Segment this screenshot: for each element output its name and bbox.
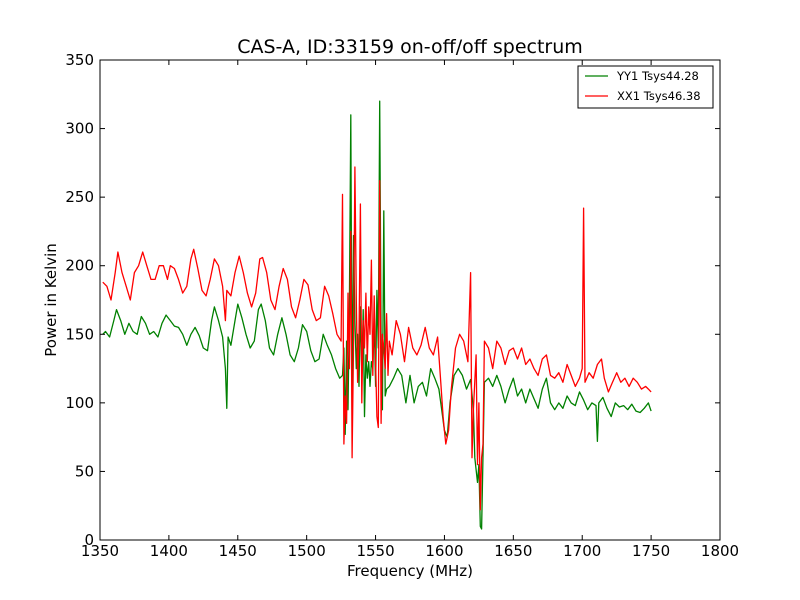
x-tick-label: 1400 <box>150 542 188 560</box>
y-tick-label: 0 <box>84 531 94 549</box>
legend-label-yy1: YY1 Tsys44.28 <box>616 69 699 83</box>
y-tick-label: 300 <box>65 120 94 138</box>
y-tick-label: 350 <box>65 51 94 69</box>
series-lines <box>102 100 652 530</box>
y-tick-label: 150 <box>65 325 94 343</box>
y-tick-label: 50 <box>75 462 94 480</box>
x-tick-label: 1500 <box>288 542 326 560</box>
x-tick-label: 1550 <box>356 542 394 560</box>
x-tick-label: 1600 <box>425 542 463 560</box>
series-line-xx1 <box>102 166 652 511</box>
chart-title: CAS-A, ID:33159 on-off/off spectrum <box>237 36 583 58</box>
x-axis-label: Frequency (MHz) <box>347 562 473 580</box>
x-axis-ticks: 1350 1400 1450 1500 1550 1600 1650 1700 1750 1800 <box>81 60 739 560</box>
y-tick-label: 250 <box>65 188 94 206</box>
y-axis-label: Power in Kelvin <box>42 243 60 357</box>
legend-box <box>577 65 714 109</box>
x-tick-label: 1350 <box>81 542 119 560</box>
series-line-yy1 <box>102 100 652 530</box>
legend-label-xx1: XX1 Tsys46.38 <box>617 89 701 103</box>
x-tick-label: 1450 <box>219 542 257 560</box>
y-axis-ticks: 0 50 100 150 200 250 300 350 <box>65 51 720 549</box>
plot-frame <box>99 59 721 541</box>
x-tick-label: 1700 <box>563 542 601 560</box>
y-tick-label: 200 <box>65 257 94 275</box>
x-tick-label: 1650 <box>494 542 532 560</box>
y-tick-label: 100 <box>65 394 94 412</box>
x-tick-label: 1800 <box>701 542 739 560</box>
x-tick-label: 1750 <box>632 542 670 560</box>
legend: YY1 Tsys44.28 XX1 Tsys46.38 <box>577 65 714 109</box>
